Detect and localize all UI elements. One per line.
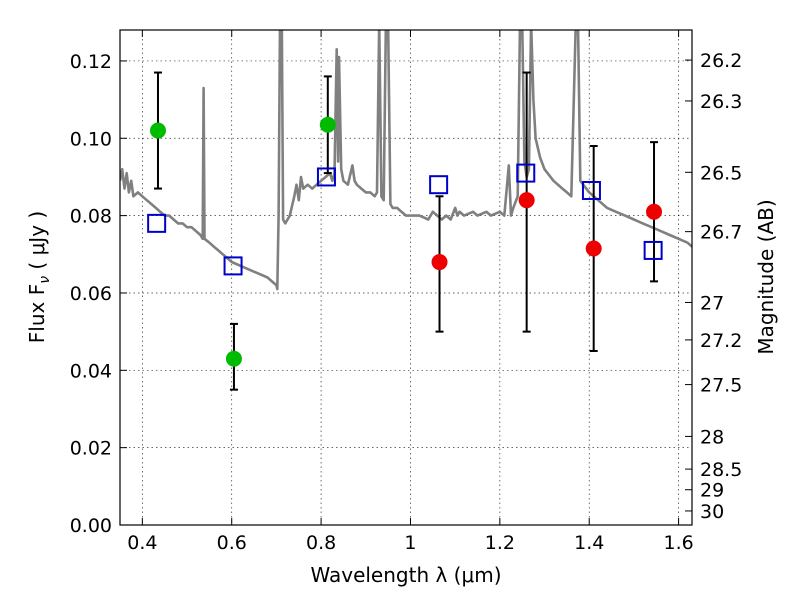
model-flux-square [516,163,536,183]
magnitude-tick-label: 26.3 [700,91,742,113]
magnitude-tick-label: 30 [700,501,724,523]
magnitude-tick-label: 28.5 [700,459,742,481]
plot-frame [119,29,693,526]
y-tick-label: 0.10 [70,128,112,150]
x-tick-label: 0.4 [127,532,157,554]
y-tick-label: 0.08 [70,206,112,228]
magnitude-tick-label: 26.5 [700,162,742,184]
x-tick-label: 0.6 [217,532,247,554]
data-point [149,122,166,139]
error-bars [153,71,659,391]
x-axis-ticks: 0.4 0.6 0.8 1 1.2 1.4 1.6 [127,30,694,554]
magnitude-axis-label: Magnitude (AB) [754,199,778,354]
magnitude-tick-label: 26.2 [700,50,742,72]
data-point [646,203,663,220]
magnitude-tick-label: 29 [700,480,724,502]
model-flux-square [223,256,243,276]
y-axis-ticks: 0.00 0.02 0.04 0.06 0.08 0.10 0.12 [70,51,127,537]
data-point [431,254,448,271]
x-tick-label: 1.6 [663,532,693,554]
model-spectrum [120,30,692,291]
x-tick-label: 0.8 [306,532,336,554]
x-axis-label: Wavelength λ (μm) [310,563,501,587]
x-tick-label: 1.2 [485,532,515,554]
y-tick-label: 0.04 [70,360,112,382]
model-flux-square [147,213,167,233]
observed-photometry-points [149,116,663,367]
data-point [518,192,535,209]
y-tick-label: 0.02 [70,438,112,460]
model-flux-square [429,175,449,195]
magnitude-tick-label: 26.7 [700,222,742,244]
data-point [225,350,242,367]
y-axis-label: Flux Fν ( μJy ) [25,211,53,343]
y-tick-label: 0.00 [70,515,112,537]
data-point [585,240,602,257]
x-tick-label: 1.4 [574,532,604,554]
model-flux-square [316,167,336,187]
x-tick-label: 1 [404,532,416,554]
model-flux-square [643,240,663,260]
model-photometry-points [147,163,663,276]
data-point [319,116,336,133]
model-flux-square [581,180,601,200]
magnitude-tick-label: 27.5 [700,375,742,397]
magnitude-tick-label: 27.2 [700,330,742,352]
y-tick-label: 0.06 [70,283,112,305]
magnitude-tick-label: 28 [700,426,724,448]
grid [120,30,692,525]
spectrum-line [120,30,692,291]
magnitude-tick-label: 27 [700,292,724,314]
y-tick-label: 0.12 [70,51,112,73]
